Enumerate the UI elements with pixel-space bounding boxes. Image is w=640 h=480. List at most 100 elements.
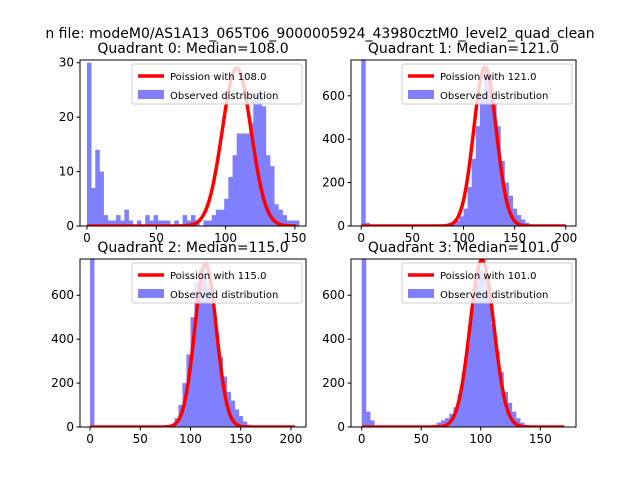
legend-box bbox=[401, 262, 573, 304]
histogram-bar bbox=[174, 220, 179, 226]
histogram-bar bbox=[149, 220, 154, 226]
histogram-bar bbox=[457, 394, 463, 427]
histogram-bar bbox=[194, 282, 199, 427]
histogram-bar bbox=[224, 198, 229, 226]
histogram-bar bbox=[496, 126, 501, 226]
histogram-bar bbox=[265, 155, 271, 226]
y-tick-label: 30 bbox=[59, 56, 74, 70]
y-tick-label: 20 bbox=[59, 110, 74, 124]
histogram-bar bbox=[91, 187, 96, 226]
x-tick-label: 50 bbox=[133, 432, 148, 446]
x-tick-label: 0 bbox=[358, 432, 366, 446]
poisson-curve bbox=[85, 66, 298, 226]
y-tick-label: 0 bbox=[66, 219, 74, 233]
x-tick-label: 50 bbox=[405, 231, 420, 245]
histogram-bar bbox=[128, 220, 134, 226]
x-tick-label: 150 bbox=[503, 231, 526, 245]
histogram-bar bbox=[218, 356, 224, 427]
histogram-bar bbox=[261, 106, 267, 226]
y-tick-label: 0 bbox=[337, 219, 345, 233]
x-tick-label: 100 bbox=[469, 432, 492, 446]
histogram-bars bbox=[361, 60, 542, 226]
histogram-bar bbox=[290, 220, 296, 226]
axes-frame bbox=[350, 258, 577, 428]
x-tick-label: 0 bbox=[357, 231, 365, 245]
histogram-bar bbox=[203, 220, 208, 226]
histogram-bar bbox=[207, 220, 213, 226]
x-tick-label: 150 bbox=[283, 231, 306, 245]
histogram-bar bbox=[490, 323, 496, 427]
histogram-bar bbox=[95, 149, 100, 226]
y-tick-label: 200 bbox=[322, 376, 345, 390]
legend-hist-label: Observed distribution bbox=[440, 91, 548, 102]
x-tick-label: 0 bbox=[83, 231, 91, 245]
histogram-bar bbox=[116, 215, 121, 226]
histogram-bar bbox=[124, 209, 129, 226]
histogram-bar bbox=[463, 208, 468, 226]
histogram-bar bbox=[120, 220, 125, 226]
subplot-quadrant-0: 0 50 100 150 0 10 20 30 Quadrant 0: Median=108.0… bbox=[59, 41, 307, 245]
subplot-title: Quadrant 0: Median=108.0 bbox=[97, 41, 288, 57]
histogram-bar bbox=[361, 259, 367, 427]
histogram-bar bbox=[370, 420, 375, 427]
x-tick-label: 50 bbox=[149, 231, 164, 245]
x-tick-label: 100 bbox=[179, 432, 202, 446]
subplot-quadrant-2: 0 50 100 150 200 0 200 400 600 Quadrant 2: Median… bbox=[51, 240, 307, 446]
histogram-bar bbox=[520, 219, 526, 226]
histogram-bar bbox=[482, 275, 488, 427]
histogram-bar bbox=[483, 69, 489, 226]
histogram-bar bbox=[440, 420, 446, 427]
histogram-bar bbox=[161, 220, 167, 226]
histogram-bar bbox=[294, 220, 300, 226]
histogram-bar bbox=[136, 220, 142, 226]
y-tick-label: 400 bbox=[322, 132, 345, 146]
histogram-bar bbox=[232, 155, 238, 226]
legend-hist-swatch bbox=[408, 90, 434, 99]
histogram-bar bbox=[240, 133, 246, 226]
subplot-quadrant-3: 0 50 100 150 0 200 400 600 Quadrant 3: Median=10… bbox=[322, 240, 577, 446]
histogram-bar bbox=[153, 215, 159, 226]
histogram-bar bbox=[210, 304, 215, 427]
histogram-bar bbox=[274, 204, 279, 226]
histogram-bar bbox=[228, 177, 233, 226]
histogram-bar bbox=[257, 89, 263, 226]
histogram-bar bbox=[238, 416, 244, 427]
x-tick-label: 150 bbox=[229, 432, 252, 446]
subplot-title: Quadrant 1: Median=121.0 bbox=[368, 41, 559, 57]
histogram-bar bbox=[107, 220, 113, 226]
figure-suptitle: n file: modeM0/AS1A13_065T06_9000005924_… bbox=[45, 26, 594, 42]
histogram-bar bbox=[198, 268, 203, 427]
histogram-bar bbox=[242, 421, 248, 427]
y-tick-label: 200 bbox=[322, 176, 345, 190]
legend-curve-label: Poission with 115.0 bbox=[170, 271, 266, 282]
y-tick-label: 400 bbox=[51, 332, 74, 346]
histogram-bar bbox=[230, 400, 236, 427]
subplot-title: Quadrant 2: Median=115.0 bbox=[97, 240, 288, 256]
x-tick-label: 100 bbox=[452, 231, 475, 245]
legend: Poission with 115.0 Observed distribution bbox=[131, 262, 303, 304]
histogram-bar bbox=[470, 308, 475, 427]
y-tick-label: 0 bbox=[337, 420, 345, 434]
x-tick-label: 150 bbox=[529, 432, 552, 446]
x-tick-label: 200 bbox=[279, 432, 302, 446]
legend-curve-label: Poission with 121.0 bbox=[440, 72, 536, 83]
histogram-bar bbox=[492, 102, 497, 226]
histogram-bar bbox=[516, 215, 522, 226]
histogram-bar bbox=[202, 273, 207, 427]
histogram-bar bbox=[236, 133, 242, 226]
histogram-bar bbox=[157, 220, 163, 226]
histogram-bar bbox=[471, 158, 477, 226]
legend-box bbox=[131, 63, 303, 105]
histogram-bar bbox=[182, 215, 188, 226]
histogram-bar bbox=[211, 215, 217, 226]
histogram-bar bbox=[111, 220, 117, 226]
histogram-bar bbox=[455, 220, 460, 226]
legend-hist-label: Observed distribution bbox=[170, 91, 278, 102]
x-tick-label: 200 bbox=[554, 231, 577, 245]
legend: Poission with 121.0 Observed distribution bbox=[401, 63, 573, 105]
histogram-bar bbox=[515, 418, 521, 427]
y-tick-label: 600 bbox=[322, 288, 345, 302]
histogram-bar bbox=[215, 209, 221, 226]
histogram-bar bbox=[436, 422, 442, 427]
